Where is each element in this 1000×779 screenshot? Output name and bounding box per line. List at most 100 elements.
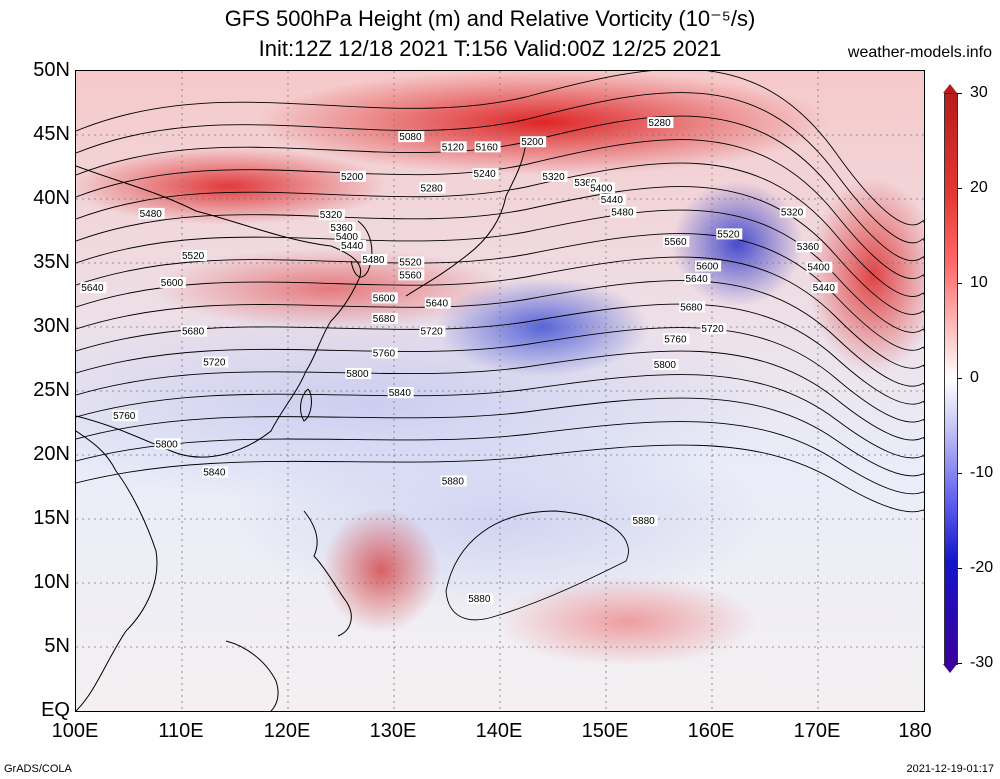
colorbar-tick	[957, 283, 962, 284]
contour-label: 5520	[716, 228, 743, 240]
latitude-label: 20N	[33, 443, 70, 465]
colorbar-max-arrow	[943, 84, 957, 93]
svg-text:5320: 5320	[320, 210, 343, 221]
colorbar-tick	[957, 188, 962, 189]
contour-label: 5640	[80, 282, 107, 294]
longitude-label: 120E	[263, 720, 311, 742]
svg-text:5880: 5880	[633, 516, 656, 527]
height-contour	[76, 92, 924, 244]
longitude-label: 160E	[687, 720, 735, 742]
svg-text:5680: 5680	[182, 327, 205, 338]
svg-text:5720: 5720	[421, 327, 444, 338]
contour-label: 5440	[599, 193, 626, 206]
longitude-label: 150E	[581, 720, 629, 742]
svg-text:5520: 5520	[182, 251, 205, 262]
svg-text:5480: 5480	[140, 209, 163, 220]
svg-text:5640: 5640	[426, 299, 449, 310]
svg-text:5320: 5320	[542, 172, 565, 183]
svg-text:5440: 5440	[341, 241, 364, 252]
svg-text:5760: 5760	[113, 411, 136, 422]
colorbar-min-arrow	[943, 664, 957, 673]
svg-text:5480: 5480	[362, 255, 385, 266]
coast-korea	[350, 220, 373, 278]
contour-label: 5880	[440, 475, 467, 487]
contour-label: 5720	[419, 325, 446, 338]
svg-text:5200: 5200	[521, 137, 544, 148]
longitude-label: 170E	[793, 720, 841, 742]
svg-text:5680: 5680	[680, 302, 703, 313]
height-contour	[76, 350, 924, 441]
height-contour	[76, 374, 924, 459]
render-timestamp: 2021-12-19-01:17	[906, 763, 994, 775]
svg-text:5880: 5880	[442, 476, 465, 487]
colorbar-tick	[957, 378, 962, 379]
vorticity-colorbar	[944, 93, 958, 665]
map-panel: 5080 5120 5160 5200 5200 5240 5280 5320 5360 5400…	[75, 70, 925, 712]
colorbar-label: -10	[970, 464, 994, 481]
svg-text:5360: 5360	[797, 242, 820, 253]
svg-text:5440: 5440	[813, 283, 836, 294]
latitude-label: 15N	[33, 507, 70, 529]
svg-text:5720: 5720	[203, 357, 226, 368]
height-contour	[76, 280, 924, 387]
contour-label: 5560	[663, 236, 690, 248]
map-subtitle: Init:12Z 12/18 2021 T:156 Valid:00Z 12/2…	[258, 36, 722, 61]
svg-text:5760: 5760	[664, 334, 687, 345]
svg-text:5200: 5200	[341, 172, 364, 183]
height-contour	[76, 233, 924, 351]
latitude-label: 10N	[33, 571, 70, 593]
contour-label: 5480	[361, 254, 388, 266]
svg-text:5400: 5400	[590, 183, 613, 194]
contour-label: 5720	[202, 356, 229, 368]
contour-label: 5360	[573, 177, 600, 189]
height-contour	[76, 162, 924, 298]
svg-text:5280: 5280	[421, 183, 444, 194]
colorbar-label: -20	[970, 559, 994, 576]
contour-label: 5400	[334, 230, 361, 243]
contour-label: 5320	[318, 209, 345, 221]
svg-text:5280: 5280	[648, 118, 671, 129]
contour-label: 5440	[340, 239, 366, 252]
longitude-label: 100E	[51, 720, 99, 742]
contour-label: 5600	[159, 277, 186, 289]
svg-text:5800: 5800	[654, 360, 677, 371]
map-title: GFS 500hPa Height (m) and Relative Vorti…	[224, 6, 756, 31]
contour-label: 5480	[138, 207, 165, 220]
height-contour	[76, 397, 924, 477]
contour-label: 5480	[610, 206, 637, 219]
latitude-label: EQ	[41, 699, 70, 721]
coast-philippines	[303, 510, 352, 637]
longitude-label: 140E	[475, 720, 523, 742]
svg-text:5840: 5840	[203, 467, 226, 478]
contour-label: 5200	[340, 170, 366, 183]
contour-label: 5720	[700, 323, 727, 335]
contour-label: 5640	[684, 273, 711, 285]
svg-text:5720: 5720	[701, 324, 724, 335]
colorbar-tick	[957, 663, 962, 664]
svg-text:5760: 5760	[373, 348, 396, 359]
coast-taiwan	[300, 388, 312, 422]
colorbar-tick	[957, 93, 962, 94]
svg-text:5800: 5800	[346, 369, 369, 380]
svg-text:5160: 5160	[476, 142, 499, 153]
svg-text:5400: 5400	[336, 232, 359, 243]
svg-text:5400: 5400	[807, 263, 830, 274]
latitude-label: 5N	[44, 635, 70, 657]
contour-label: 5360	[329, 222, 356, 234]
contour-label: 5800	[345, 367, 372, 380]
contour-label: 5160	[474, 141, 501, 153]
contour-label: 5320	[541, 170, 568, 183]
contour-label: 5520	[181, 250, 207, 262]
contour-label: 5320	[779, 206, 806, 219]
svg-text:5840: 5840	[389, 388, 412, 399]
height-contours	[76, 71, 924, 621]
svg-text:5560: 5560	[399, 270, 422, 281]
contour-label: 5400	[589, 182, 616, 194]
svg-text:5560: 5560	[664, 237, 687, 248]
coast-china	[76, 165, 362, 458]
height-contour	[76, 139, 924, 280]
contour-label: 5600	[695, 260, 722, 272]
height-contour	[76, 186, 924, 315]
